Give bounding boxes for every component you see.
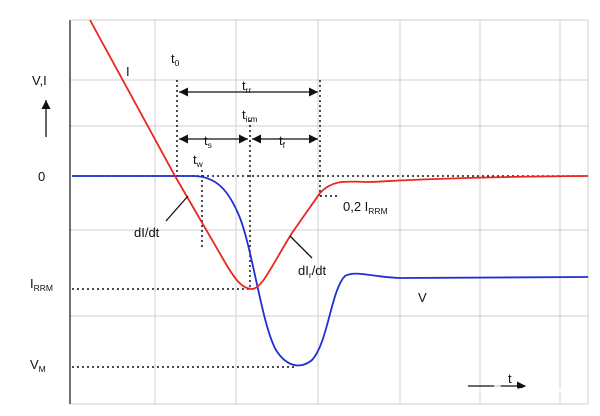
- tw-label: tw: [193, 152, 204, 169]
- irrm-fraction-label: 0,2 IRRM: [343, 199, 388, 216]
- voltage-curve: [72, 175, 589, 367]
- x-axis-label: t: [508, 371, 512, 386]
- zero-label: 0: [38, 169, 45, 184]
- fall-slope-label: dI/dt: [134, 225, 160, 240]
- irrm-label: IRRM: [30, 276, 53, 293]
- current-curve: [89, 19, 589, 290]
- timing-arrows: [41, 87, 526, 391]
- tirm-label: tirm: [242, 107, 257, 124]
- voltage-curve-label: V: [418, 290, 427, 305]
- watermark-text: 知乎 @Power-Employee: [400, 383, 562, 400]
- vm-label: VM: [30, 357, 46, 374]
- current-curve-label: I: [126, 64, 130, 79]
- reference-lines: [72, 80, 588, 368]
- t0-label: t0: [171, 51, 180, 68]
- tf-label: tf: [279, 133, 286, 150]
- trr-label: trr: [242, 78, 251, 95]
- labels: V,I 0 t I V t0 trr tirm ts tf tw IRRM VM…: [30, 51, 562, 400]
- y-axis-label: V,I: [32, 73, 47, 88]
- fall-slope-leader: [165, 195, 189, 222]
- background-grid: [70, 20, 589, 405]
- rise-slope-label: dIr/dt: [298, 263, 327, 280]
- ts-label: ts: [204, 133, 212, 150]
- leader-lines: [165, 195, 313, 259]
- rise-slope-leader: [289, 235, 313, 259]
